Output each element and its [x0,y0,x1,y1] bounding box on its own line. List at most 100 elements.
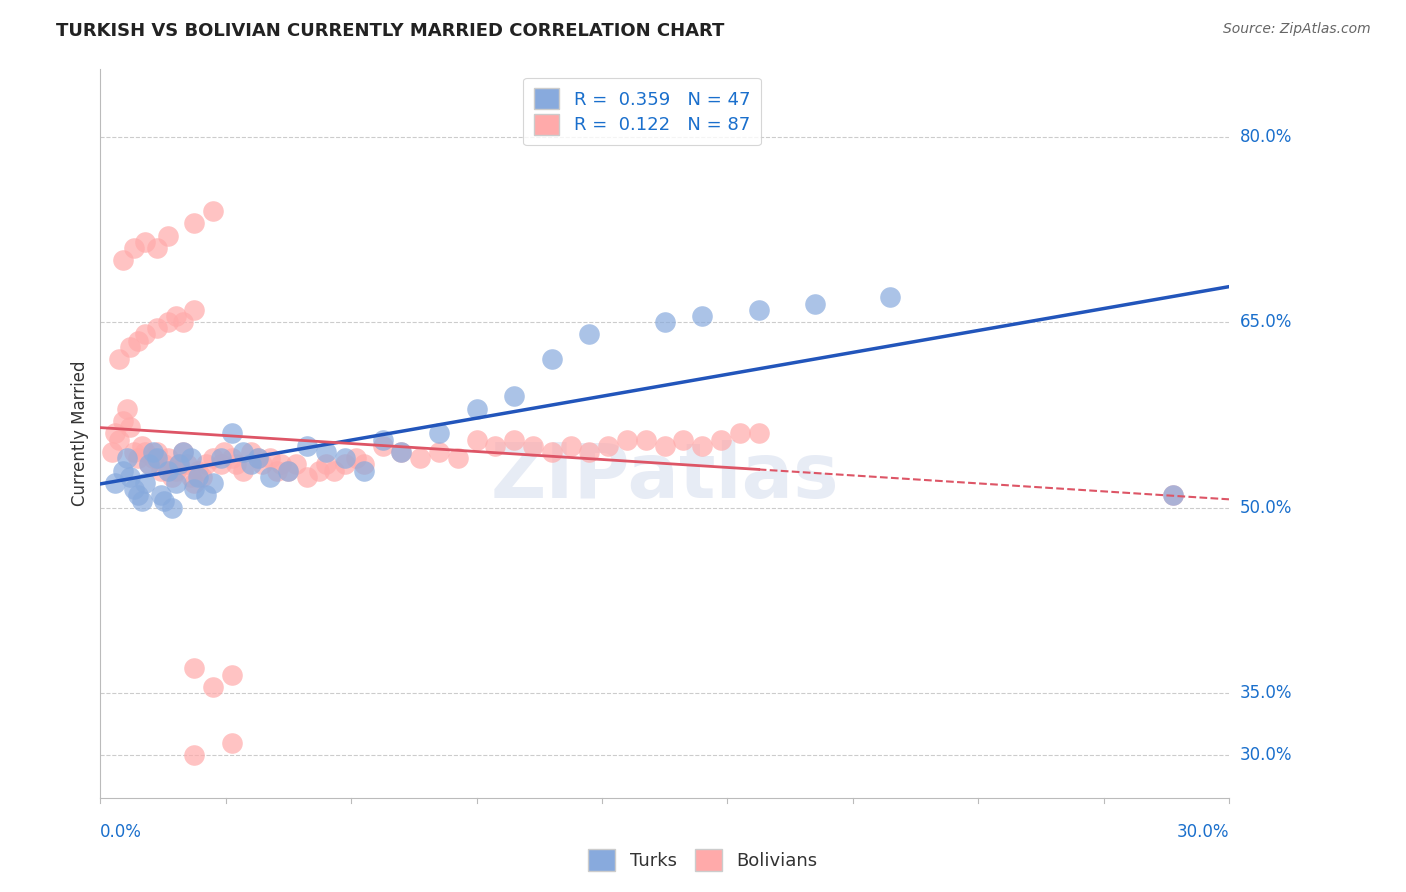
Point [120,469,142,483]
Point [146,321,169,335]
Point [183,475,205,490]
Point [465,433,488,447]
Point [149,488,172,502]
Point [153,458,176,472]
Point [165,475,187,490]
Point [127,334,149,348]
Point [804,296,827,310]
Point [427,426,450,441]
Point [409,451,432,466]
Point [120,340,142,354]
Point [879,290,901,304]
Point [333,451,356,466]
Point [108,433,131,447]
Point [315,458,337,472]
Point [183,661,205,675]
Point [353,463,375,477]
Point [322,463,344,477]
Point [172,445,194,459]
Point [111,253,134,268]
Point [221,736,243,750]
Point [202,680,225,694]
Point [616,433,638,447]
Point [183,747,205,762]
Point [157,451,180,466]
Point [1161,488,1184,502]
Point [484,439,506,453]
Point [315,445,337,459]
Point [153,494,176,508]
Point [259,451,281,466]
Point [194,458,217,472]
Point [333,458,356,472]
Y-axis label: Currently Married: Currently Married [72,360,89,506]
Point [157,463,180,477]
Point [131,494,153,508]
Point [578,445,600,459]
Point [247,451,270,466]
Point [183,302,205,317]
Point [277,463,299,477]
Point [202,203,225,218]
Point [748,426,770,441]
Point [111,463,134,477]
Point [389,445,412,459]
Point [710,433,733,447]
Point [297,469,319,483]
Text: 30.0%: 30.0% [1240,746,1292,764]
Point [115,401,138,416]
Point [266,463,288,477]
Legend: R =  0.359   N = 47, R =  0.122   N = 87: R = 0.359 N = 47, R = 0.122 N = 87 [523,78,761,145]
Point [427,445,450,459]
Point [108,352,131,367]
Point [191,469,214,483]
Point [250,458,273,472]
Point [221,426,243,441]
Point [560,439,582,453]
Point [160,500,183,515]
Point [104,426,127,441]
Point [187,463,209,477]
Point [522,439,544,453]
Point [142,451,165,466]
Point [232,445,254,459]
Point [465,401,488,416]
Point [209,458,232,472]
Text: TURKISH VS BOLIVIAN CURRENTLY MARRIED CORRELATION CHART: TURKISH VS BOLIVIAN CURRENTLY MARRIED CO… [56,22,724,40]
Point [120,420,142,434]
Point [214,445,236,459]
Point [654,439,676,453]
Text: 30.0%: 30.0% [1177,823,1229,841]
Point [172,445,194,459]
Point [728,426,751,441]
Text: ZIPatlas: ZIPatlas [491,441,839,514]
Point [111,414,134,428]
Point [690,309,713,323]
Point [169,458,191,472]
Point [127,451,149,466]
Point [578,327,600,342]
Point [104,475,127,490]
Text: 0.0%: 0.0% [100,823,142,841]
Point [247,451,270,466]
Point [297,439,319,453]
Text: 65.0%: 65.0% [1240,313,1292,331]
Point [115,451,138,466]
Point [131,439,153,453]
Point [447,451,470,466]
Text: 35.0%: 35.0% [1240,684,1292,702]
Point [225,458,247,472]
Point [165,463,187,477]
Point [138,458,160,472]
Point [389,445,412,459]
Point [134,445,156,459]
Text: 50.0%: 50.0% [1240,499,1292,516]
Point [371,439,394,453]
Point [654,315,676,329]
Point [146,241,169,255]
Point [134,327,156,342]
Point [142,445,165,459]
Point [138,458,160,472]
Point [146,445,169,459]
Point [221,451,243,466]
